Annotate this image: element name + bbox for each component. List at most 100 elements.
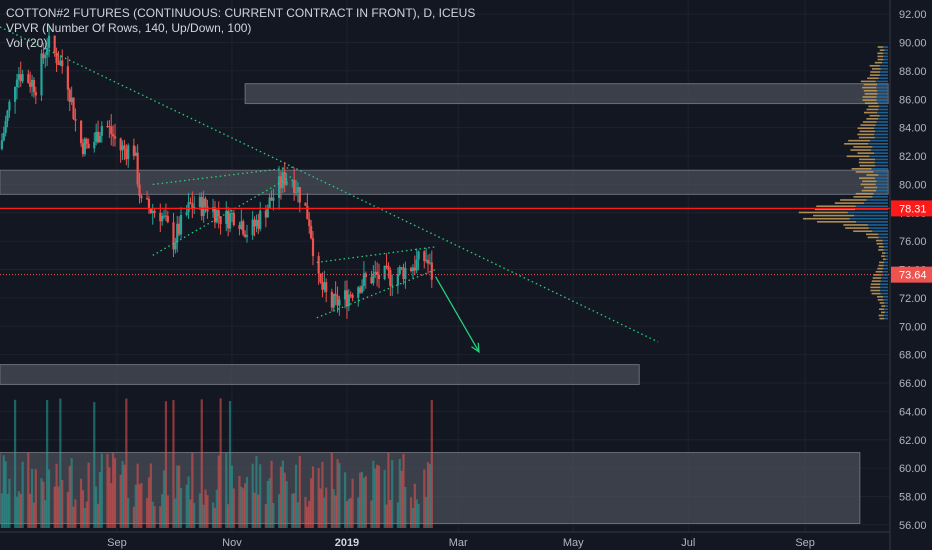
- volume-bar: [417, 503, 420, 528]
- candle-body: [204, 198, 207, 207]
- candle-body: [349, 294, 352, 296]
- time-axis[interactable]: Sep Nov 2019 Mar May Jul Sep: [0, 531, 890, 549]
- candle-body: [396, 274, 399, 286]
- candle-body: [338, 299, 341, 306]
- vpvr-down-bar: [882, 258, 886, 261]
- candle-body: [245, 235, 249, 237]
- drawings[interactable]: [0, 26, 890, 354]
- volume-bar: [389, 499, 392, 528]
- volume-bar: [268, 478, 271, 528]
- candle-body: [391, 285, 394, 287]
- vpvr-up-bar: [884, 49, 888, 51]
- volume-bar: [377, 465, 381, 528]
- candle-body: [189, 202, 192, 204]
- candle-body: [185, 212, 188, 215]
- vpvr-down-bar: [863, 186, 878, 189]
- candle-body: [404, 268, 407, 280]
- volume-bar: [362, 477, 366, 528]
- volume-bar: [19, 494, 22, 528]
- vpvr-up-bar: [874, 127, 888, 129]
- vpvr-down-bar: [870, 283, 881, 286]
- volume-bar: [8, 478, 11, 528]
- volume-bar: [219, 398, 222, 528]
- candle-body: [345, 290, 349, 307]
- volume-bar: [162, 470, 166, 528]
- candle-body: [140, 195, 143, 199]
- vpvr-legend[interactable]: VPVR (Number Of Rows, 140, Up/Down, 100): [6, 21, 252, 35]
- vpvr-up-bar: [874, 158, 888, 161]
- candle-body: [145, 198, 149, 200]
- candle-body: [79, 120, 83, 144]
- y-tick-label: 58.00: [899, 492, 927, 504]
- candle-body: [334, 293, 337, 296]
- price-label-bg: [891, 200, 932, 217]
- volume-legend[interactable]: Vol (20): [6, 36, 48, 50]
- candle-body: [253, 219, 256, 227]
- vpvr-down-bar: [865, 233, 879, 236]
- price-label-bg: [891, 266, 932, 283]
- symbol-title[interactable]: COTTON#2 FUTURES (CONTINUOUS: CURRENT CO…: [6, 6, 476, 20]
- volume-bar: [270, 460, 273, 528]
- volume-bar: [277, 494, 281, 528]
- vpvr-down-bar: [877, 58, 884, 61]
- volume-bar: [345, 501, 349, 528]
- volume-bar: [266, 480, 269, 528]
- candle-body: [46, 47, 49, 56]
- vpvr-down-bar: [859, 130, 876, 133]
- candles: [0, 24, 433, 319]
- candle-body: [198, 196, 201, 207]
- volume-bar: [398, 459, 401, 528]
- candle-body: [83, 138, 86, 155]
- vpvr-down-bar: [879, 261, 884, 264]
- volume-bar: [147, 477, 151, 528]
- volume-bar: [191, 452, 194, 528]
- candle-body: [383, 265, 386, 279]
- volume-bar: [374, 468, 377, 528]
- volume-bar: [255, 456, 258, 528]
- y-tick-label: 72.00: [899, 293, 927, 305]
- volume-bar: [108, 467, 111, 528]
- candle-body: [81, 143, 85, 155]
- volume-bar: [281, 460, 284, 528]
- vpvr-down-bar: [862, 121, 877, 123]
- vpvr-down-bar: [848, 139, 871, 142]
- vpvr-down-bar: [858, 177, 875, 179]
- vpvr-up-bar: [847, 211, 888, 214]
- candle-body: [227, 210, 230, 229]
- vpvr-up-bar: [875, 164, 888, 167]
- vpvr-up-bar: [868, 227, 888, 229]
- volume-bar: [338, 462, 341, 528]
- candle-body: [113, 136, 117, 139]
- vpvr-down-bar: [869, 64, 880, 67]
- volume-bar: [308, 500, 311, 528]
- volume-bar: [225, 453, 228, 528]
- volume-bar: [279, 466, 283, 528]
- candle-body: [372, 273, 375, 284]
- price-axis[interactable]: 92.0090.0088.0086.0084.0082.0080.0078.00…: [889, 0, 932, 550]
- vpvr-up-bar: [884, 311, 888, 314]
- candle-body: [164, 215, 168, 217]
- candle-body: [42, 53, 45, 59]
- volume-bar: [187, 476, 190, 528]
- volume-bar: [232, 488, 235, 528]
- zone-rect: [0, 169, 889, 195]
- vpvr-up-bar: [879, 105, 888, 108]
- volume-bar: [110, 483, 113, 528]
- volume-bar: [391, 459, 394, 528]
- volume-bar: [257, 494, 260, 528]
- vpvr-down-bar: [875, 239, 883, 242]
- vpvr-up-bar: [884, 255, 888, 257]
- candle-body: [279, 176, 283, 189]
- volume-bar: [70, 458, 73, 528]
- candle-body: [187, 202, 190, 213]
- volume-bar: [159, 506, 162, 528]
- vpvr-up-bar: [884, 305, 888, 307]
- vpvr-up-bar: [879, 64, 888, 67]
- vpvr-up-bar: [884, 317, 888, 320]
- vpvr-down-bar: [866, 118, 879, 120]
- vpvr-down-bar: [862, 86, 877, 89]
- y-tick-label: 64.00: [899, 406, 927, 418]
- candle-body: [108, 126, 111, 128]
- y-tick-label: 92.00: [899, 9, 927, 21]
